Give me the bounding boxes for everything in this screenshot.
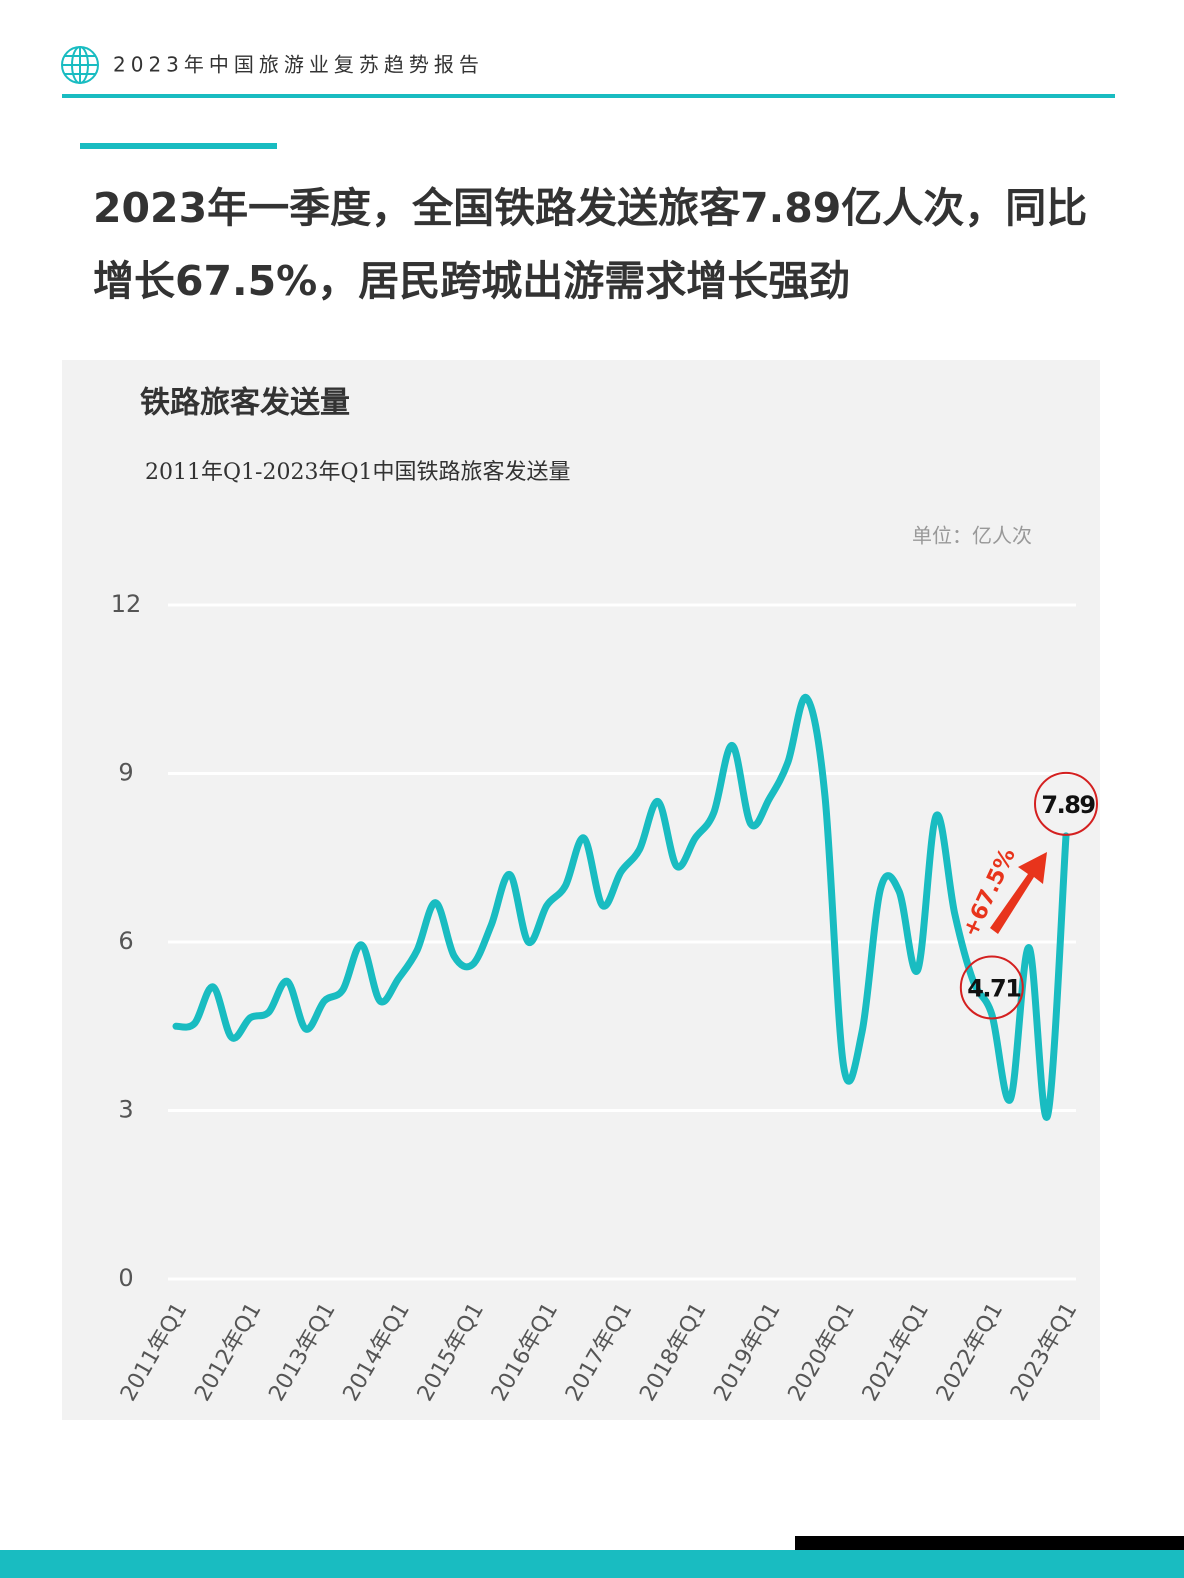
highlight-circle: [1034, 771, 1098, 836]
footer-bar: [795, 1536, 1184, 1550]
y-tick-label: 3: [118, 1096, 133, 1124]
data-label: 4.71: [967, 974, 1021, 1002]
y-tick-label: 9: [118, 759, 133, 787]
title-accent: [80, 143, 277, 149]
y-tick-label: 6: [118, 927, 133, 955]
logo: [61, 46, 99, 84]
data-label: 7.89: [1041, 791, 1095, 819]
data-line: [172, 694, 1070, 1121]
footer-band: [0, 1550, 1184, 1578]
header-rule: [62, 94, 1115, 98]
chart-panel: [62, 360, 1100, 1420]
chart-subtitle: 2011年Q1-2023年Q1中国铁路旅客发送量: [145, 460, 570, 485]
y-tick-label: 0: [118, 1264, 133, 1292]
y-tick-label: 12: [111, 590, 142, 618]
chart-title: 铁路旅客发送量: [140, 386, 350, 421]
headline: 2023年一季度，全国铁路发送旅客7.89亿人次，同比: [93, 184, 1087, 232]
headline: 增长67.5%，居民跨城出游需求增长强劲: [93, 257, 850, 305]
growth-arrow: [990, 852, 1047, 934]
unit-label: 单位：亿人次: [912, 524, 1032, 548]
highlight-circle: [959, 955, 1024, 1020]
header-title: 2023年中国旅游业复苏趋势报告: [113, 53, 484, 77]
